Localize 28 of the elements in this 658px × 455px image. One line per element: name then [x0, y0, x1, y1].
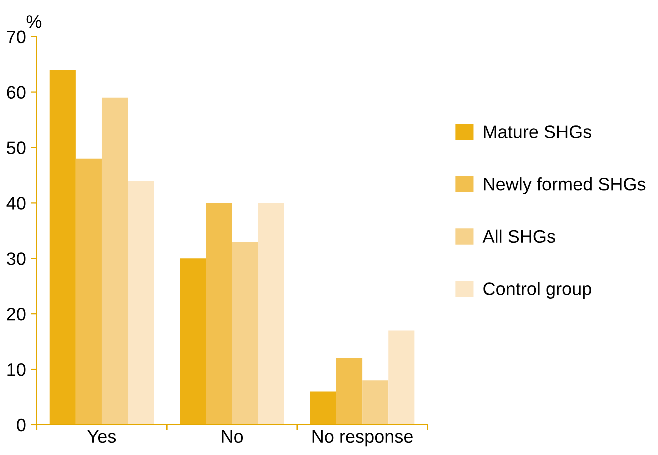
y-tick-label: 50 — [7, 142, 26, 154]
bar — [128, 181, 154, 425]
x-tick-label: Yes — [88, 430, 116, 444]
y-tick-label: 40 — [6, 197, 26, 210]
y-tick-label: 0 — [17, 418, 26, 432]
bar — [50, 70, 76, 425]
legend-label: Mature SHGs — [484, 126, 592, 138]
legend-label: All SHGs — [482, 230, 556, 244]
bar — [336, 358, 363, 425]
y-tick-label: 60 — [7, 86, 26, 100]
y-tick-label: 20 — [7, 308, 26, 321]
y-tick-label: 10 — [8, 363, 26, 376]
bar — [258, 203, 284, 425]
bar — [102, 98, 128, 425]
bar — [362, 380, 389, 425]
x-tick-label: No — [222, 430, 244, 444]
y-tick-label: 30 — [7, 252, 26, 266]
x-tick-label: No response — [312, 430, 413, 447]
legend-label: Newly formed SHGs — [484, 178, 646, 194]
legend-label: Control group — [484, 282, 592, 299]
bar — [388, 330, 415, 425]
bar — [76, 158, 102, 425]
bar — [232, 242, 258, 425]
y-axis-title: % — [26, 16, 42, 28]
bar — [310, 392, 336, 425]
bar — [180, 258, 206, 425]
y-tick-label: 70 — [7, 30, 26, 44]
bar — [206, 203, 232, 425]
